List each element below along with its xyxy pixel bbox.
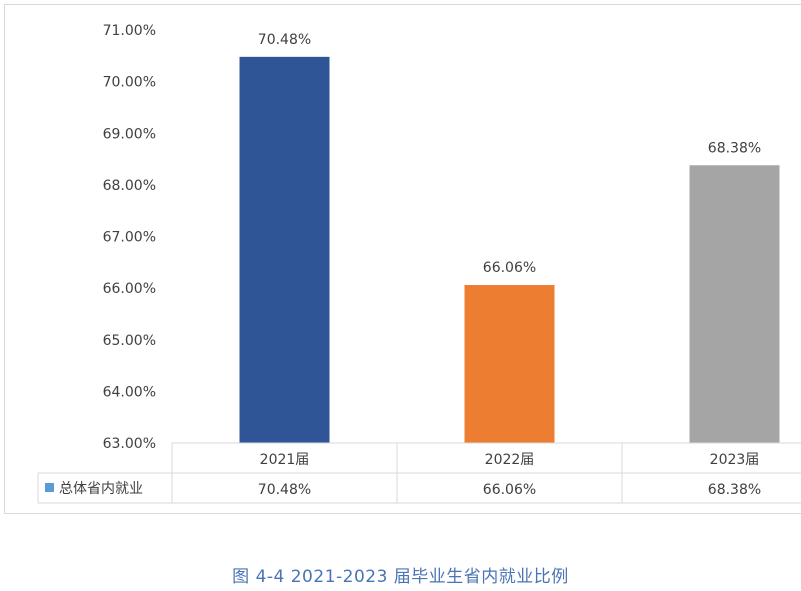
y-tick-label: 63.00% <box>103 436 156 452</box>
y-tick-label: 68.00% <box>103 178 156 194</box>
chart-frame <box>4 4 801 514</box>
bar-2022届 <box>464 285 555 443</box>
data-label: 66.06% <box>483 260 536 276</box>
y-tick-label: 69.00% <box>103 126 156 142</box>
y-tick-label: 64.00% <box>103 384 156 400</box>
y-tick-label: 67.00% <box>103 230 156 246</box>
y-tick-label: 70.00% <box>103 75 156 91</box>
bar-2023届 <box>689 165 780 443</box>
series-name: 总体省内就业 <box>59 481 143 497</box>
category-label: 2022届 <box>485 452 535 468</box>
category-label: 2023届 <box>710 452 760 468</box>
data-label: 70.48% <box>258 32 311 48</box>
bar-chart: 63.00% 64.00% 65.00% 66.00% 67.00% 68.00% 69.0… <box>37 23 801 504</box>
table-value: 66.06% <box>483 482 536 498</box>
y-tick-label: 66.00% <box>103 281 156 297</box>
y-tick-label: 71.00% <box>103 23 156 39</box>
legend-swatch <box>45 483 54 492</box>
table-value: 70.48% <box>258 482 311 498</box>
table-value: 68.38% <box>708 482 761 498</box>
y-tick-label: 65.00% <box>103 333 156 349</box>
data-label: 68.38% <box>708 140 761 156</box>
bar-2021届 <box>239 56 330 443</box>
figure-caption: 图 4-4 2021-2023 届毕业生省内就业比例 <box>232 567 569 587</box>
category-label: 2021届 <box>260 452 310 468</box>
